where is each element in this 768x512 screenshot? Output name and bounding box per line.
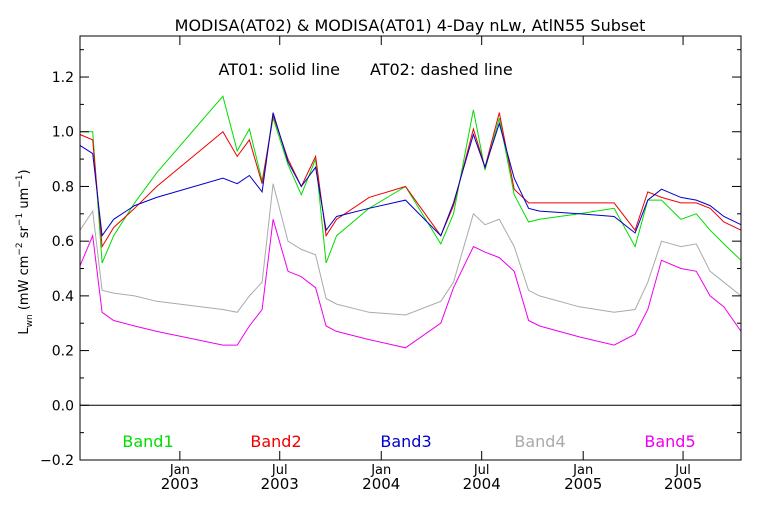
y-axis-label-units-2: sr — [17, 225, 32, 242]
series-line-band3 — [79, 112, 742, 238]
y-axis-label-units-1: (mW cm — [17, 256, 32, 315]
series-line-band2 — [79, 112, 742, 249]
x-tick-month-label: Jul — [271, 463, 288, 478]
x-tick-year-label: 2005 — [564, 475, 602, 493]
legend-label-band3: Band3 — [380, 432, 431, 451]
series-line-band5 — [79, 219, 742, 349]
y-tick-label: 0.0 — [52, 398, 74, 414]
legend-label-band4: Band4 — [514, 432, 565, 451]
annotation-dashed-line: AT02: dashed line — [370, 60, 513, 79]
legend-label-band5: Band5 — [644, 432, 695, 451]
y-tick-label: 0.6 — [52, 234, 74, 250]
series-line-band1 — [80, 95, 742, 264]
y-axis-label-exp-2: −1 — [15, 213, 25, 226]
y-tick-label: 0.8 — [52, 179, 74, 195]
x-tick-year-label: 2003 — [261, 475, 299, 493]
y-tick-label: 1.2 — [52, 70, 74, 86]
x-tick-month-label: Jul — [473, 463, 490, 478]
y-axis-label: Lwn (mW cm−2 sr−1 um−1) — [15, 169, 35, 334]
x-tick-year-label: 2004 — [362, 475, 400, 493]
x-tick-month-label: Jul — [674, 463, 691, 478]
x-tick-year-label: 2005 — [664, 475, 702, 493]
chart-title: MODISA(AT02) & MODISA(AT01) 4-Day nLw, A… — [175, 16, 646, 35]
tick-layer: −0.20.00.20.40.60.81.01.2Jan2003Jul2003J… — [40, 36, 741, 493]
legend: Band1 Band2 Band3 Band4 Band5 — [122, 432, 695, 451]
y-axis-label-units-4: ) — [17, 169, 32, 174]
y-axis-label-units-3: um — [17, 188, 32, 213]
legend-label-band1: Band1 — [122, 432, 173, 451]
y-axis-label-main: L — [17, 327, 32, 335]
series-layer — [79, 95, 742, 349]
x-tick-month-label: Jan — [572, 463, 593, 478]
y-tick-label: 0.2 — [52, 344, 74, 360]
plot-frame — [79, 35, 742, 461]
legend-label-band2: Band2 — [250, 432, 301, 451]
annotation-solid-line: AT01: solid line — [219, 60, 340, 79]
x-tick-year-label: 2004 — [463, 475, 501, 493]
series-line-band4 — [79, 183, 742, 316]
x-tick-month-label: Jan — [370, 463, 391, 478]
y-tick-label: 0.4 — [52, 289, 74, 305]
x-tick-month-label: Jan — [169, 463, 190, 478]
x-tick-year-label: 2003 — [161, 475, 199, 493]
y-axis-label-subscript: wn — [25, 314, 35, 327]
y-tick-label: −0.2 — [40, 453, 74, 469]
y-axis-label-exp-3: −1 — [15, 174, 25, 187]
y-axis-label-exp-1: −2 — [15, 242, 25, 255]
y-tick-label: 1.0 — [52, 125, 74, 141]
